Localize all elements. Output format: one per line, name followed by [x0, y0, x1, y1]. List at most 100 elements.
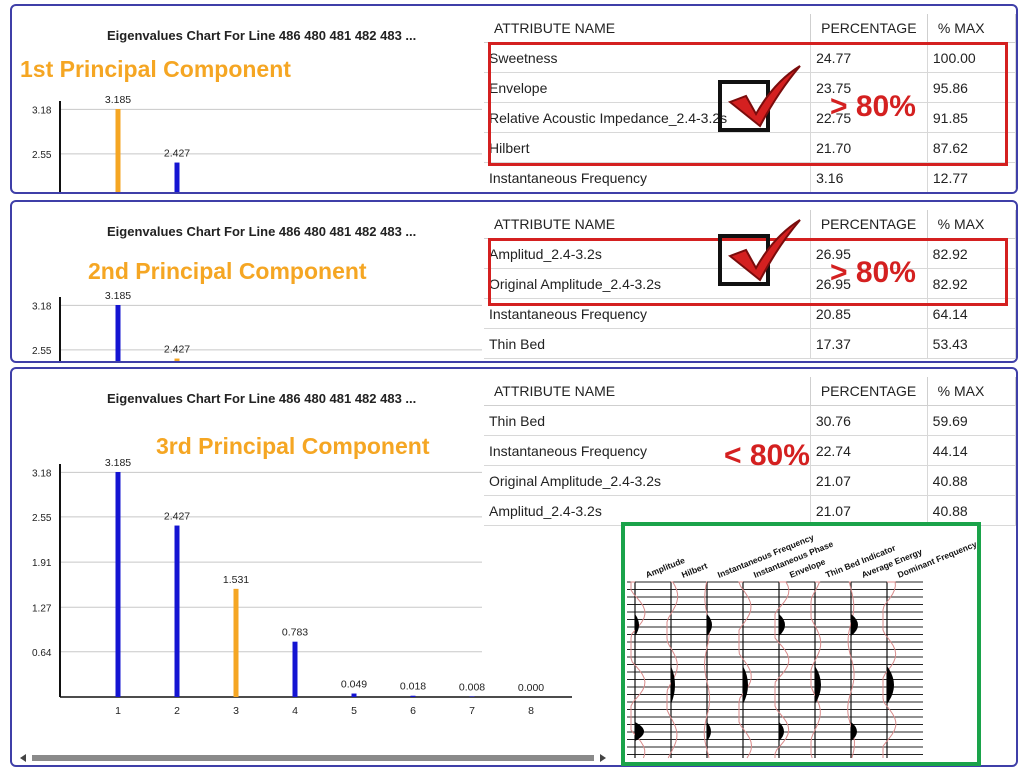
attribute-table: ATTRIBUTE NAME PERCENTAGE % MAX Thin Bed… — [484, 377, 1016, 526]
y-tick-label: 3.18 — [32, 468, 52, 479]
table-row[interactable]: Hilbert 21.70 87.62 — [484, 132, 1016, 163]
log-fill — [887, 666, 894, 704]
cell-percentage: 23.75 — [810, 72, 928, 103]
cell-percentage: 3.16 — [810, 162, 928, 192]
chart-title: Eigenvalues Chart For Line 486 480 481 4… — [107, 224, 417, 239]
cell-attribute: Envelope — [484, 72, 812, 103]
bar — [174, 525, 180, 697]
y-tick-label: 2.55 — [32, 346, 52, 357]
x-tick-label: 6 — [410, 705, 416, 717]
log-track-label: Amplitude — [644, 555, 687, 580]
scroll-right-icon[interactable] — [600, 754, 606, 762]
scrollbar-thumb[interactable] — [32, 755, 594, 761]
scroll-left-icon[interactable] — [20, 754, 26, 762]
log-fill — [635, 614, 639, 636]
y-tick-label: 1.27 — [32, 603, 52, 614]
cell-max: 82.92 — [927, 238, 1016, 269]
header-percentage[interactable]: PERCENTAGE — [810, 14, 928, 43]
header-attribute-name[interactable]: ATTRIBUTE NAME — [484, 210, 811, 239]
cell-percentage: 26.95 — [810, 268, 928, 299]
horizontal-scrollbar[interactable] — [18, 753, 608, 763]
cell-max: 44.14 — [927, 435, 1016, 466]
checkmark-icon — [728, 219, 801, 282]
log-fill — [707, 722, 711, 741]
highlight-box — [488, 42, 1008, 166]
header-attribute-name[interactable]: ATTRIBUTE NAME — [484, 377, 811, 406]
bar-value-label: 2.427 — [164, 344, 190, 356]
x-tick-label: 2 — [174, 705, 180, 717]
log-fill — [779, 614, 785, 636]
header-attribute-name[interactable]: ATTRIBUTE NAME — [484, 14, 812, 43]
bar-value-label: 3.185 — [105, 290, 131, 302]
table-row[interactable]: Envelope 23.75 95.86 — [484, 72, 1016, 103]
bar — [469, 696, 475, 697]
table-row[interactable]: Instantaneous Frequency 22.74 44.14 — [484, 435, 1016, 466]
log-fill — [707, 614, 712, 636]
x-tick-label: 5 — [351, 705, 357, 717]
header-percentage[interactable]: PERCENTAGE — [810, 377, 928, 406]
bar-value-label: 0.783 — [282, 627, 308, 639]
bar-value-label: 0.018 — [400, 681, 426, 693]
y-tick-label: 1.91 — [32, 558, 52, 569]
cell-attribute: Thin Bed — [484, 405, 811, 436]
bar — [174, 162, 180, 192]
cell-max: 87.62 — [927, 132, 1016, 163]
cell-max: 40.88 — [927, 495, 1016, 526]
bar-value-label: 2.427 — [164, 148, 190, 160]
cell-max: 12.77 — [927, 162, 1016, 192]
eigenvalue-chart: 0.641.271.912.553.183.18512.42721.53130.… — [32, 94, 482, 192]
cell-max: 82.92 — [927, 268, 1016, 299]
cell-attribute: Original Amplitude_2.4-3.2s — [484, 465, 811, 496]
table-row[interactable]: Instantaneous Frequency 3.16 12.77 — [484, 162, 1016, 192]
x-tick-label: 1 — [115, 705, 121, 717]
table-row[interactable]: Sweetness 24.77 100.00 — [484, 42, 1016, 73]
log-fill — [671, 666, 675, 704]
table-row[interactable]: Amplitud_2.4-3.2s 21.07 40.88 — [484, 495, 1016, 526]
header-max[interactable]: % MAX — [927, 210, 1016, 239]
highlight-box — [488, 238, 1008, 306]
x-tick-label: 8 — [528, 705, 534, 717]
log-fill — [743, 666, 748, 704]
bar-value-label: 3.185 — [105, 457, 131, 469]
log-curve — [630, 581, 646, 759]
bar-value-label: 0.049 — [341, 679, 367, 691]
pc-label: 1st Principal Component — [20, 56, 291, 82]
cell-attribute: Instantaneous Frequency — [484, 435, 811, 466]
log-fill — [635, 722, 644, 741]
cell-percentage: 17.37 — [810, 328, 928, 359]
log-fill — [815, 666, 821, 704]
cell-max: 40.88 — [927, 465, 1016, 496]
bar-value-label: 1.531 — [223, 574, 249, 586]
bar — [115, 305, 121, 361]
bar-value-label: 0.000 — [518, 682, 544, 694]
cell-max: 59.69 — [927, 405, 1016, 436]
cell-percentage: 21.07 — [810, 465, 928, 496]
threshold-label: < 80% — [724, 439, 810, 472]
table-row[interactable]: Thin Bed 30.76 59.69 — [484, 405, 1016, 436]
y-tick-label: 2.55 — [32, 150, 52, 161]
eigenvalue-chart: 0.641.271.912.553.183.18512.42721.53130.… — [32, 457, 572, 717]
cell-percentage: 22.75 — [810, 102, 928, 133]
bar — [351, 693, 357, 697]
cell-percentage: 30.76 — [810, 405, 928, 436]
header-max[interactable]: % MAX — [927, 14, 1016, 43]
cell-attribute: Thin Bed — [484, 328, 811, 359]
cell-max: 100.00 — [927, 42, 1016, 73]
header-percentage[interactable]: PERCENTAGE — [810, 210, 928, 239]
bar — [410, 695, 416, 697]
table-row[interactable]: Original Amplitude_2.4-3.2s 26.95 82.92 — [484, 268, 1016, 299]
log-curve — [703, 581, 711, 759]
bar-value-label: 2.427 — [164, 511, 190, 523]
checkmark-icon — [728, 65, 801, 128]
log-curve — [810, 581, 822, 759]
y-tick-label: 0.64 — [32, 648, 52, 659]
log-curve — [738, 581, 753, 759]
table-row[interactable]: Amplitud_2.4-3.2s 26.95 82.92 — [484, 238, 1016, 269]
table-row[interactable]: Thin Bed 17.37 53.43 — [484, 328, 1016, 359]
chart-title: Eigenvalues Chart For Line 486 480 481 4… — [107, 28, 417, 43]
table-row[interactable]: Original Amplitude_2.4-3.2s 21.07 40.88 — [484, 465, 1016, 496]
x-tick-label: 3 — [233, 705, 239, 717]
log-curve — [882, 581, 897, 758]
header-max[interactable]: % MAX — [927, 377, 1016, 406]
